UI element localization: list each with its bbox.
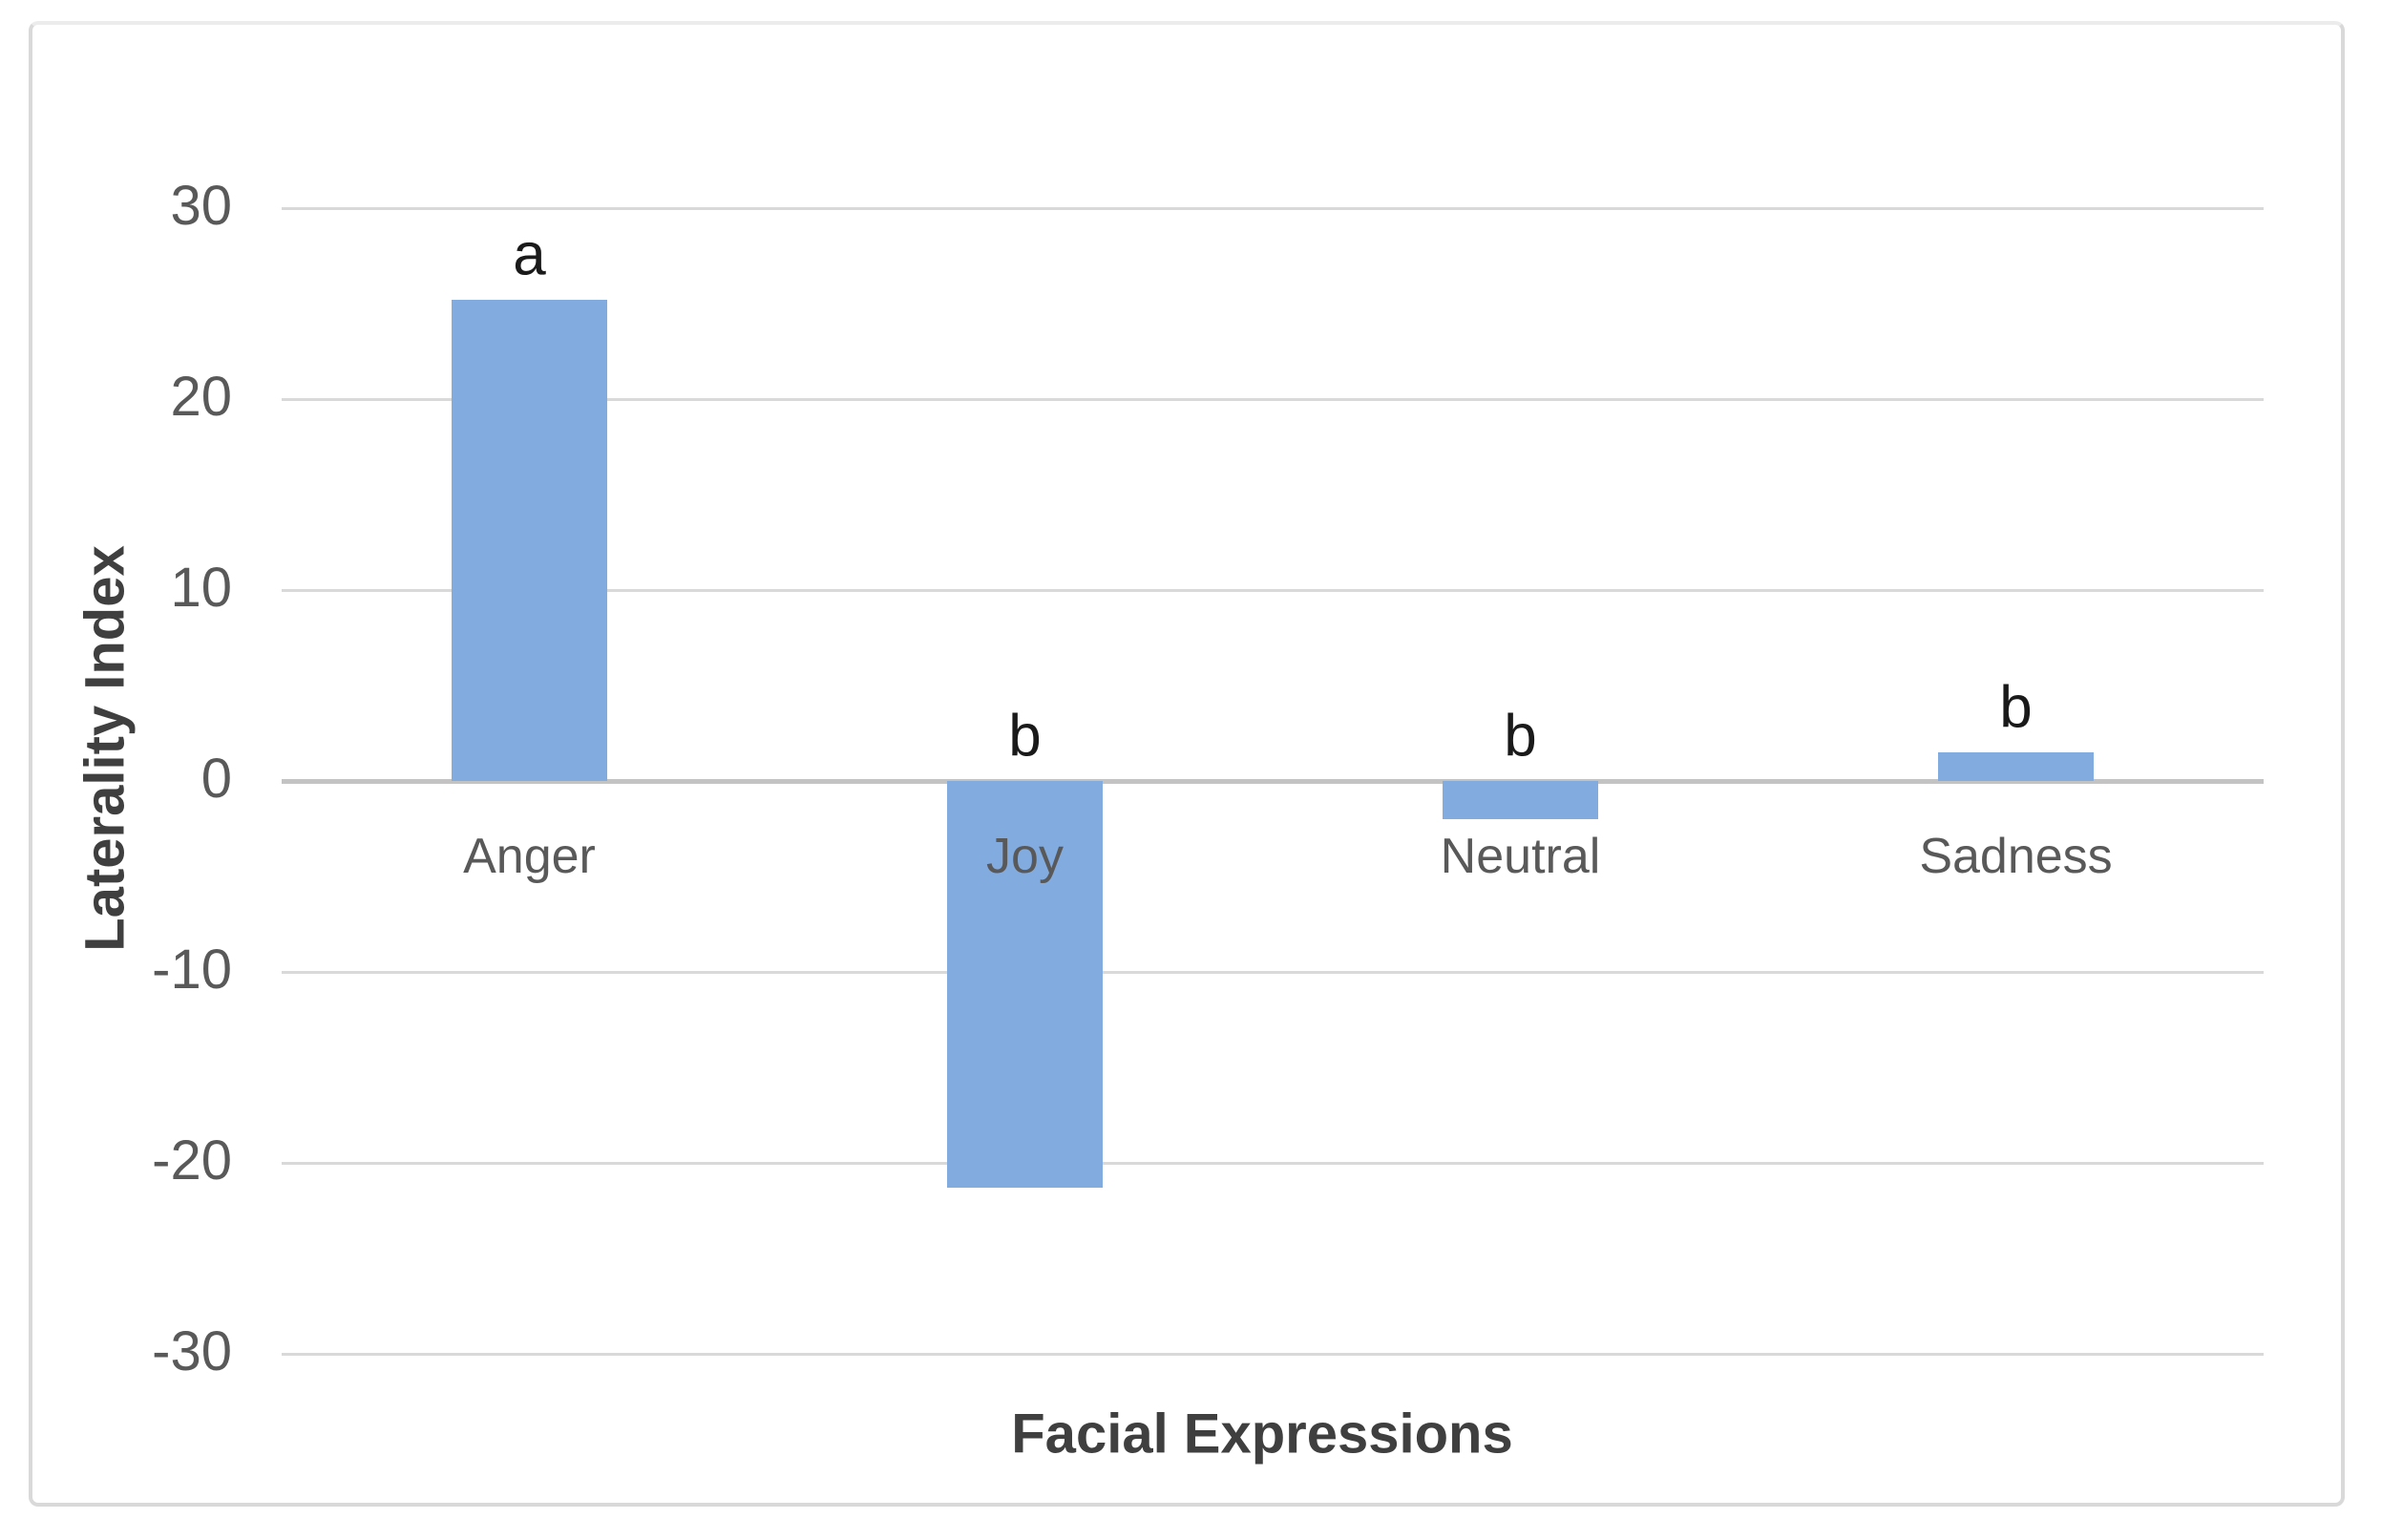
x-axis-zero-line [282, 778, 2264, 784]
significance-letter-joy: b [1008, 703, 1042, 770]
x-axis-title: Facial Expressions [1011, 1403, 1513, 1466]
gridline-y-10 [282, 588, 2264, 592]
y-tick-label--30: -30 [152, 1319, 232, 1382]
y-tick-label--20: -20 [152, 1129, 232, 1192]
significance-letter-anger: a [513, 222, 546, 288]
category-label-neutral: Neutral [1440, 829, 1601, 884]
gridline-y-30 [282, 206, 2264, 210]
bar-neutral [1443, 781, 1598, 819]
y-tick-label--10: -10 [152, 938, 232, 1001]
gridline-y--10 [282, 970, 2264, 974]
category-label-joy: Joy [986, 829, 1064, 884]
gridline-y--20 [282, 1161, 2264, 1165]
bar-anger [452, 300, 607, 781]
y-tick-label-20: 20 [170, 365, 232, 428]
y-tick-label-0: 0 [200, 747, 232, 810]
gridline-y-20 [282, 397, 2264, 401]
significance-letter-sadness: b [1999, 674, 2033, 741]
bar-sadness [1938, 752, 2094, 781]
y-axis-title: Laterality Index [74, 545, 137, 952]
gridline-y--30 [282, 1352, 2264, 1356]
figure-border [29, 21, 2345, 1507]
bar-joy [947, 781, 1103, 1188]
significance-letter-neutral: b [1504, 703, 1537, 770]
category-label-sadness: Sadness [1919, 829, 2113, 884]
y-tick-label-30: 30 [170, 174, 232, 237]
y-tick-label-10: 10 [170, 556, 232, 619]
category-label-anger: Anger [463, 829, 596, 884]
